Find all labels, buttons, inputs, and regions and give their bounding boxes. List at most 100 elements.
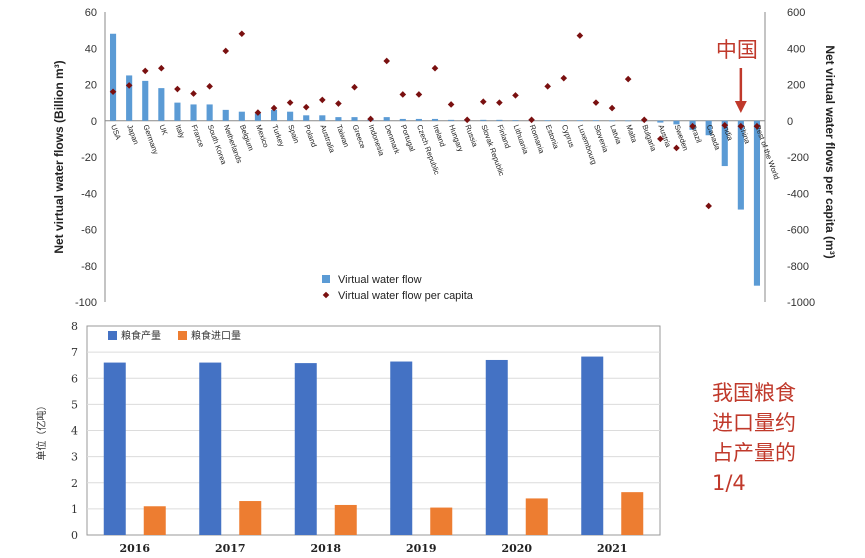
bar-production xyxy=(390,361,413,535)
scatter-point xyxy=(447,101,455,108)
bar xyxy=(705,120,712,136)
scatter-point xyxy=(415,91,423,98)
bar xyxy=(544,120,551,121)
x-tick-label: 2018 xyxy=(310,542,341,555)
bar xyxy=(415,118,422,121)
y2-tick-label: -600 xyxy=(787,225,809,237)
bar xyxy=(319,115,326,121)
bar xyxy=(609,120,616,122)
scatter-point xyxy=(640,116,648,124)
bar xyxy=(109,33,117,121)
category-label: Mexico xyxy=(254,123,271,148)
category-label: Latvia xyxy=(608,123,624,146)
scatter-point xyxy=(125,82,133,89)
category-label: Finland xyxy=(496,123,513,149)
bar xyxy=(206,104,213,121)
bar-production xyxy=(581,356,604,535)
scatter-point xyxy=(737,122,745,130)
y-tick-label: 0 xyxy=(71,529,78,542)
scatter-point xyxy=(431,64,439,72)
scatter-point xyxy=(319,96,326,104)
scatter-point xyxy=(496,99,503,106)
scatter-point xyxy=(399,91,407,98)
legend-swatch xyxy=(178,331,187,340)
y-tick-label: 40 xyxy=(85,43,97,55)
category-label: Greece xyxy=(351,123,368,149)
scatter-point xyxy=(528,116,535,124)
y-axis-title: Net virtual water flows (Billion m³) xyxy=(52,60,66,253)
scatter-point xyxy=(721,121,729,129)
scatter-point xyxy=(286,99,294,106)
y-tick-label: 1 xyxy=(71,503,78,516)
bar xyxy=(126,75,133,121)
x-tick-label: 2016 xyxy=(119,542,150,555)
y-tick-label: -60 xyxy=(81,225,97,237)
legend-swatch-point xyxy=(322,291,330,299)
category-label: Poland xyxy=(302,123,318,148)
scatter-point xyxy=(624,75,632,83)
bar-production xyxy=(103,362,126,535)
y2-tick-label: -1000 xyxy=(787,297,815,309)
y2-axis-title: Net virtual water flows per capita (m³) xyxy=(823,45,837,258)
y-tick-label: 2 xyxy=(71,477,78,490)
scatter-point xyxy=(222,47,230,55)
category-label: Germany xyxy=(141,123,160,155)
category-label: Bulgaria xyxy=(640,123,658,153)
category-label: Estonia xyxy=(544,123,561,150)
scatter-point xyxy=(174,85,181,93)
bar xyxy=(753,120,761,286)
bar-import xyxy=(621,492,644,535)
bar xyxy=(222,109,229,121)
y-tick-label: -100 xyxy=(75,297,97,309)
scatter-point xyxy=(109,88,117,96)
y-tick-label: -20 xyxy=(81,152,97,164)
scatter-point xyxy=(270,104,278,112)
annotation-text-block: 我国粮食 进口量约 占产量的 1/4 xyxy=(712,378,832,498)
bar-import xyxy=(430,507,453,535)
bar xyxy=(158,88,165,121)
bar xyxy=(721,120,728,167)
y2-tick-label: 200 xyxy=(787,80,805,92)
bar xyxy=(190,104,197,121)
scatter-point xyxy=(367,115,374,123)
y-tick-label: 4 xyxy=(71,425,78,438)
bar xyxy=(142,80,149,121)
scatter-point xyxy=(335,100,342,107)
category-label: Austria xyxy=(656,123,673,149)
scatter-point xyxy=(705,202,712,210)
x-tick-label: 2019 xyxy=(406,542,437,555)
category-label: Lithuania xyxy=(512,123,531,155)
y-tick-label: 8 xyxy=(71,320,78,333)
category-label: Cyprus xyxy=(560,123,577,149)
bar xyxy=(399,118,406,121)
bar xyxy=(287,111,294,121)
scatter-point xyxy=(560,74,568,82)
legend-label: Virtual water flow xyxy=(338,274,422,286)
scatter-point xyxy=(673,144,680,152)
bar xyxy=(625,120,632,122)
bar xyxy=(657,120,664,123)
scatter-point xyxy=(302,103,310,111)
legend-label: 粮食进口量 xyxy=(191,329,241,342)
category-label: Malta xyxy=(624,123,639,144)
annotation-line: 进口量约 xyxy=(712,411,796,435)
y2-tick-label: 600 xyxy=(787,7,805,19)
category-label: Turkey xyxy=(270,123,286,148)
bar xyxy=(496,119,503,121)
bar xyxy=(335,117,342,121)
china-annotation: 中国 xyxy=(716,38,758,62)
scatter-point xyxy=(238,30,246,38)
legend-label: Virtual water flow per capita xyxy=(338,290,474,302)
scatter-point xyxy=(512,92,519,99)
category-label: UK xyxy=(157,123,169,136)
y2-tick-label: 400 xyxy=(787,43,805,55)
scatter-point xyxy=(141,67,149,75)
bar-import xyxy=(239,501,262,535)
bar xyxy=(174,102,181,121)
bar xyxy=(737,120,744,210)
bar xyxy=(431,118,439,121)
category-label: Australia xyxy=(318,123,337,154)
y2-tick-label: 0 xyxy=(787,116,793,128)
scatter-point xyxy=(608,104,616,112)
scatter-point xyxy=(351,83,358,91)
